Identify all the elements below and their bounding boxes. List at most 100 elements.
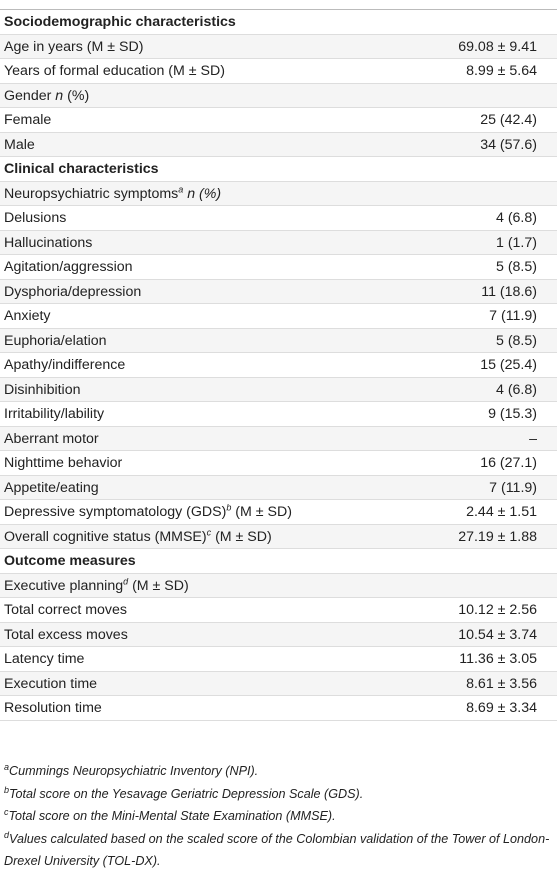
table-row: Dysphoria/depression 11 (18.6) <box>0 279 557 304</box>
table-row: Clinical characteristics <box>0 157 557 182</box>
row-label: Latency time <box>4 647 84 671</box>
label-text: Irritability/lability <box>4 406 105 422</box>
table-row: Executive planningd (M ± SD) <box>0 573 557 598</box>
row-value: 7 (11.9) <box>489 479 537 496</box>
label-text: Agitation/aggression <box>4 259 133 275</box>
label-text: Execution time <box>4 675 98 692</box>
label-text: Total excess moves <box>4 626 128 643</box>
section-heading: Clinical characteristics <box>4 161 159 177</box>
label-text: Years of formal education (M ± SD) <box>4 63 225 79</box>
table-row: Hallucinations 1 (1.7) <box>0 230 557 255</box>
footnote: aCummings Neuropsychiatric Inventory (NP… <box>4 760 552 783</box>
row-label: Age in years (M ± SD) <box>4 35 143 59</box>
label-text: (%) <box>63 87 90 104</box>
label-text: Appetite/eating <box>4 479 99 496</box>
label-text: Executive planning <box>4 577 124 594</box>
table-row: Execution time 8.61 ± 3.56 <box>0 671 557 696</box>
row-label: Aberrant motor <box>4 427 99 451</box>
row-value: 8.69 ± 3.34 <box>466 700 537 716</box>
table-row: Neuropsychiatric symptomsa n (%) <box>0 181 557 206</box>
label-text: Female <box>4 112 52 128</box>
footnote-mark: a <box>178 183 184 194</box>
label-text: Resolution time <box>4 700 102 716</box>
row-value: 11 (18.6) <box>481 283 537 300</box>
row-value: 10.12 ± 2.56 <box>458 602 537 618</box>
row-value: 2.44 ± 1.51 <box>466 504 537 520</box>
label-text: Dysphoria/depression <box>4 283 142 300</box>
label-text: Gender <box>4 87 56 104</box>
table-row: Latency time 11.36 ± 3.05 <box>0 647 557 672</box>
footnote-text: Total score on the Mini-Mental State Exa… <box>8 809 336 823</box>
row-value: 16 (27.1) <box>480 455 537 471</box>
label-text: Age in years (M ± SD) <box>4 38 144 55</box>
label-text: (M ± SD) <box>231 504 292 520</box>
row-label: Neuropsychiatric symptomsa n (%) <box>4 182 221 206</box>
row-value: 10.54 ± 3.74 <box>458 626 537 643</box>
table-row: Resolution time 8.69 ± 3.34 <box>0 696 557 721</box>
label-text: Latency time <box>4 651 85 667</box>
label-text: Male <box>4 136 35 153</box>
label-text: Disinhibition <box>4 381 81 398</box>
table-row: Appetite/eating 7 (11.9) <box>0 475 557 500</box>
table-row: Female 25 (42.4) <box>0 108 557 133</box>
row-value: 4 (6.8) <box>495 381 537 398</box>
row-label: Agitation/aggression <box>4 255 133 279</box>
label-text: n (%) <box>183 185 222 202</box>
label-text: Nighttime behavior <box>4 455 123 471</box>
label-text: Aberrant motor <box>4 430 99 447</box>
section-heading: Sociodemographic characteristics <box>4 14 236 30</box>
label-text: Hallucinations <box>4 234 93 251</box>
row-label: Years of formal education (M ± SD) <box>4 59 225 83</box>
label-text: Euphoria/elation <box>4 332 107 349</box>
footnote-mark: d <box>4 829 10 840</box>
footnote-text: Total score on the Yesavage Geriatric De… <box>9 786 364 801</box>
row-value: 8.99 ± 5.64 <box>466 63 537 79</box>
row-label: Execution time <box>4 672 97 696</box>
row-label: Delusions <box>4 206 66 230</box>
table-row: Overall cognitive status (MMSE)c (M ± SD… <box>0 524 557 549</box>
table-row: Nighttime behavior 16 (27.1) <box>0 451 557 476</box>
table-row: Total correct moves 10.12 ± 2.56 <box>0 598 557 623</box>
table-row: Age in years (M ± SD) 69.08 ± 9.41 <box>0 34 557 59</box>
footnote-mark: b <box>4 784 10 795</box>
label-text: Apathy/indifference <box>4 357 126 373</box>
label-text: n <box>55 87 64 104</box>
row-label: Apathy/indifference <box>4 353 125 377</box>
row-value: 7 (11.9) <box>489 308 537 324</box>
footnote: cTotal score on the Mini-Mental State Ex… <box>4 805 552 828</box>
footnote-text: Cummings Neuropsychiatric Inventory (NPI… <box>9 764 259 778</box>
footnote-mark: c <box>4 806 9 817</box>
label-text: Neuropsychiatric symptoms <box>4 185 179 202</box>
label-text: Overall cognitive status (MMSE) <box>4 528 207 545</box>
row-value: 34 (57.6) <box>480 136 537 153</box>
table-row: Gender n (%) <box>0 83 557 108</box>
row-label: Depressive symptomatology (GDS)b (M ± SD… <box>4 500 292 524</box>
footnotes: aCummings Neuropsychiatric Inventory (NP… <box>4 760 552 873</box>
row-label: Appetite/eating <box>4 476 99 500</box>
label-text: (M ± SD) <box>128 577 189 594</box>
table-row: Outcome measures <box>0 549 557 574</box>
row-label: Disinhibition <box>4 378 81 402</box>
row-value: 5 (8.5) <box>495 259 537 275</box>
footnote-mark: b <box>226 502 232 513</box>
row-label: Male <box>4 133 35 157</box>
label-text: (M ± SD) <box>211 528 272 545</box>
table-row: Years of formal education (M ± SD) 8.99 ±… <box>0 59 557 84</box>
row-value: 8.61 ± 3.56 <box>466 675 537 692</box>
footnote: bTotal score on the Yesavage Geriatric D… <box>4 783 552 806</box>
row-value: 9 (15.3) <box>488 406 537 422</box>
table-row: Male 34 (57.6) <box>0 132 557 157</box>
row-value: 5 (8.5) <box>495 332 537 349</box>
table-row: Aberrant motor – <box>0 426 557 451</box>
row-label: Irritability/lability <box>4 402 104 426</box>
table-row: Euphoria/elation 5 (8.5) <box>0 328 557 353</box>
label-text: Anxiety <box>4 308 51 324</box>
footnote: dValues calculated based on the scaled s… <box>4 828 552 873</box>
row-value: 69.08 ± 9.41 <box>458 38 537 55</box>
row-label: Dysphoria/depression <box>4 280 141 304</box>
row-label: Hallucinations <box>4 231 92 255</box>
table-row: Agitation/aggression 5 (8.5) <box>0 255 557 280</box>
table-row: Total excess moves 10.54 ± 3.74 <box>0 622 557 647</box>
row-value: 11.36 ± 3.05 <box>459 651 537 667</box>
row-label: Overall cognitive status (MMSE)c (M ± SD… <box>4 525 272 549</box>
